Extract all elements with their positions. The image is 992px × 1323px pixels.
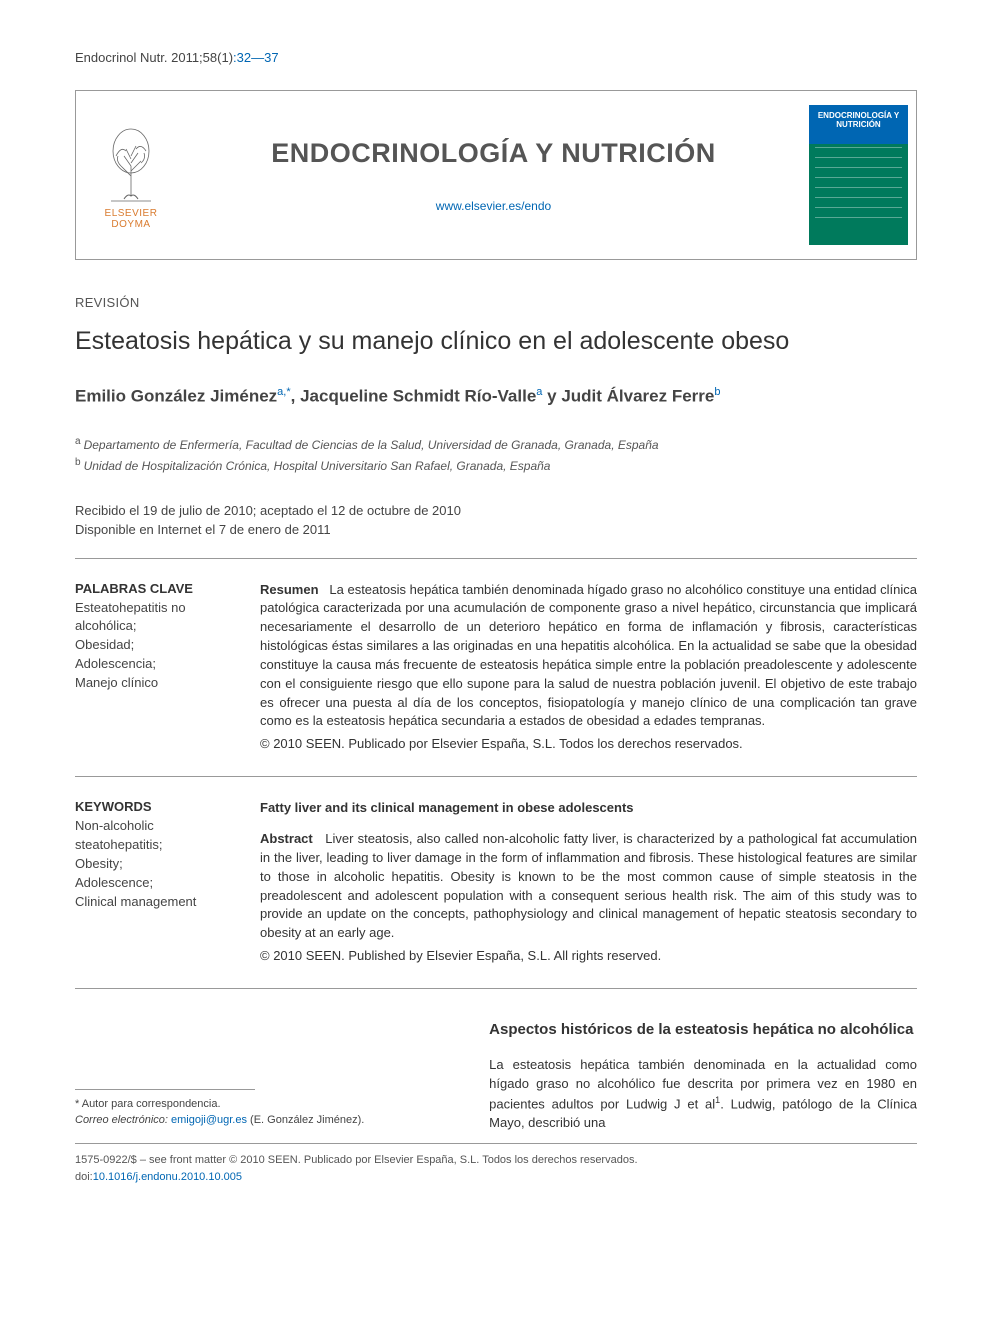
correspondence-block: * Autor para correspondencia. Correo ele… — [75, 1096, 459, 1129]
keywords-list: Non-alcoholic steatohepatitis; Obesity; … — [75, 817, 240, 911]
elsevier-tree-icon — [96, 121, 166, 206]
journal-url[interactable]: www.elsevier.es/endo — [436, 199, 551, 213]
palabras-clave-list: Esteatohepatitis no alcohólica; Obesidad… — [75, 599, 240, 693]
spanish-keywords: PALABRAS CLAVE Esteatohepatitis no alcoh… — [75, 581, 260, 755]
header-center: ENDOCRINOLOGÍA Y NUTRICIÓN www.elsevier.… — [186, 91, 801, 259]
body-columns: * Autor para correspondencia. Correo ele… — [75, 1019, 917, 1133]
journal-cover: ENDOCRINOLOGÍA Y NUTRICIÓN — [801, 91, 916, 259]
keywords-heading: KEYWORDS — [75, 799, 240, 814]
section-heading: Aspectos históricos de la esteatosis hep… — [489, 1019, 917, 1040]
cover-thumbnail: ENDOCRINOLOGÍA Y NUTRICIÓN — [809, 105, 908, 245]
abstract-body: Liver steatosis, also called non-alcohol… — [260, 831, 917, 940]
received-date: Recibido el 19 de julio de 2010; aceptad… — [75, 501, 917, 521]
spanish-abstract-text: Resumen La esteatosis hepática también d… — [260, 581, 917, 755]
palabras-clave-heading: PALABRAS CLAVE — [75, 581, 240, 596]
author-1: Emilio González Jiménez — [75, 386, 277, 405]
abstract-label: Abstract — [260, 831, 313, 846]
english-title: Fatty liver and its clinical management … — [260, 799, 917, 818]
footer-divider — [75, 1143, 917, 1144]
footer-copyright: 1575-0922/$ – see front matter © 2010 SE… — [75, 1152, 917, 1170]
author-2: Jacqueline Schmidt Río-Valle — [300, 386, 536, 405]
correspondence-email[interactable]: emigoji@ugr.es — [171, 1114, 247, 1126]
journal-header: ELSEVIER DOYMA ENDOCRINOLOGÍA Y NUTRICIÓ… — [75, 90, 917, 260]
article-type: REVISIÓN — [75, 295, 917, 310]
affiliations: aDepartamento de Enfermería, Facultad de… — [75, 434, 917, 476]
correspondence-email-line: Correo electrónico: emigoji@ugr.es (E. G… — [75, 1112, 459, 1129]
footer: 1575-0922/$ – see front matter © 2010 SE… — [75, 1152, 917, 1187]
resumen-body: La esteatosis hepática también denominad… — [260, 582, 917, 729]
publisher-name-top: ELSEVIER — [105, 208, 158, 219]
affiliation-b: bUnidad de Hospitalización Crónica, Hosp… — [75, 455, 917, 476]
english-abstract-block: KEYWORDS Non-alcoholic steatohepatitis; … — [75, 777, 917, 988]
left-column: * Autor para correspondencia. Correo ele… — [75, 1019, 479, 1133]
author-3: Judit Álvarez Ferre — [561, 386, 714, 405]
article-dates: Recibido el 19 de julio de 2010; aceptad… — [75, 501, 917, 540]
correspondence-marker-line: * Autor para correspondencia. — [75, 1096, 459, 1113]
publisher-name-bottom: DOYMA — [111, 219, 150, 230]
authors-line: Emilio González Jiméneza,*, Jacqueline S… — [75, 386, 917, 407]
spanish-abstract-block: PALABRAS CLAVE Esteatohepatitis no alcoh… — [75, 559, 917, 777]
publisher-logo: ELSEVIER DOYMA — [76, 91, 186, 259]
journal-name: ENDOCRINOLOGÍA Y NUTRICIÓN — [271, 138, 716, 169]
resumen-label: Resumen — [260, 582, 319, 597]
citation-line: Endocrinol Nutr. 2011;58(1):32—37 — [75, 50, 917, 65]
doi-link[interactable]: 10.1016/j.endonu.2010.10.005 — [93, 1171, 242, 1183]
spanish-copyright: © 2010 SEEN. Publicado por Elsevier Espa… — [260, 735, 917, 754]
divider — [75, 988, 917, 989]
body-paragraph: La esteatosis hepática también denominad… — [489, 1056, 917, 1133]
footer-doi: doi:10.1016/j.endonu.2010.10.005 — [75, 1169, 917, 1187]
online-date: Disponible en Internet el 7 de enero de … — [75, 520, 917, 540]
author-sep: y — [542, 386, 561, 405]
english-abstract-text: Fatty liver and its clinical management … — [260, 799, 917, 966]
correspondence-divider — [75, 1089, 255, 1090]
citation-issue: 58(1) — [203, 50, 233, 65]
author-sep: , — [291, 386, 300, 405]
citation-pages: :32—37 — [233, 50, 279, 65]
author-3-aff: b — [714, 386, 720, 398]
citation-prefix: Endocrinol Nutr. 2011; — [75, 50, 203, 65]
cover-title: ENDOCRINOLOGÍA Y NUTRICIÓN — [809, 105, 908, 129]
author-1-aff: a, — [277, 386, 286, 398]
english-copyright: © 2010 SEEN. Published by Elsevier Españ… — [260, 947, 917, 966]
english-keywords: KEYWORDS Non-alcoholic steatohepatitis; … — [75, 799, 260, 966]
article-title: Esteatosis hepática y su manejo clínico … — [75, 325, 917, 358]
right-column: Aspectos históricos de la esteatosis hep… — [479, 1019, 917, 1133]
affiliation-a: aDepartamento de Enfermería, Facultad de… — [75, 434, 917, 455]
